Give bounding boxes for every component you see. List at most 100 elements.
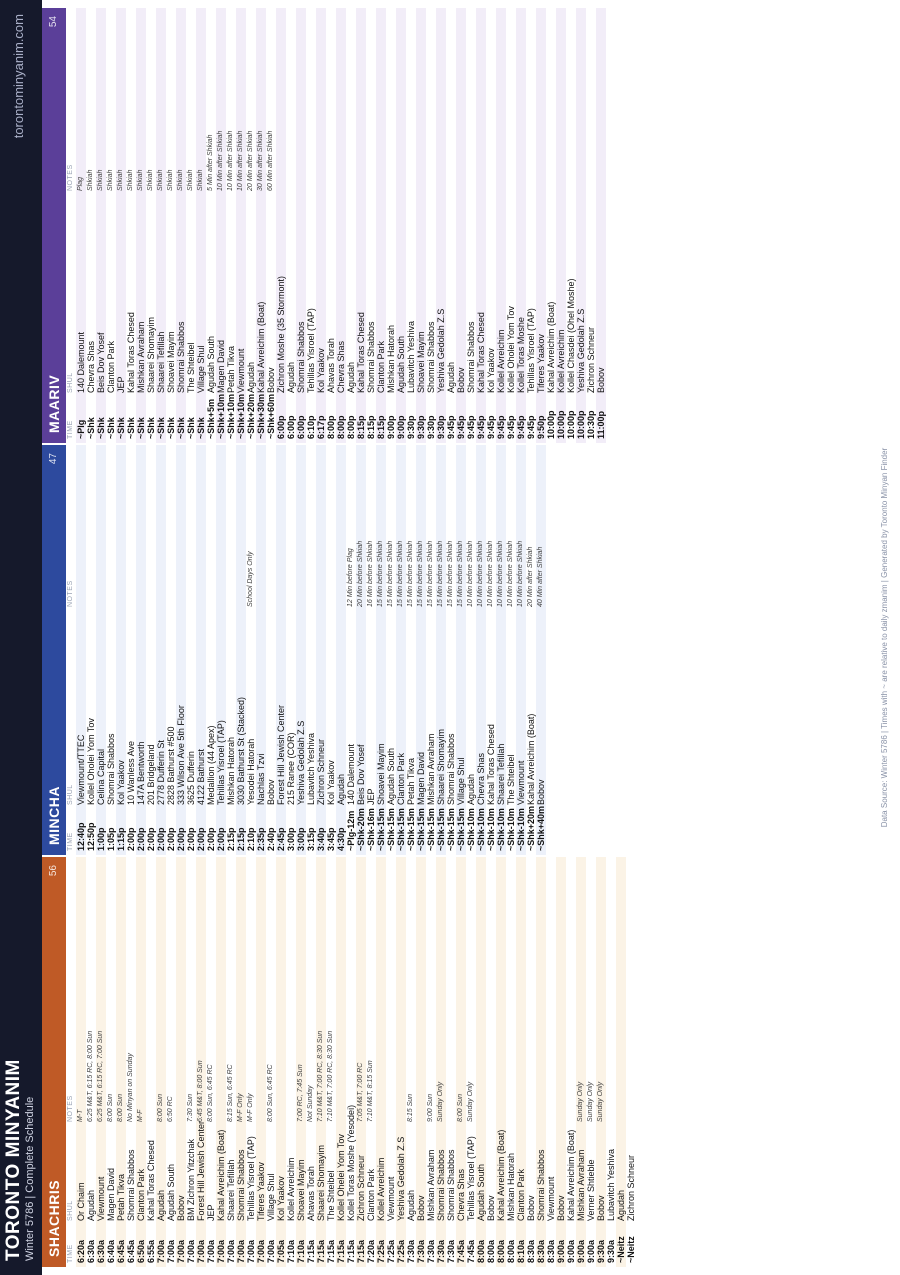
cell-shul: Kol Yaakov xyxy=(486,348,496,393)
cell-notes: 8:15 Sun xyxy=(407,1093,414,1122)
cell-time: 7:15a xyxy=(356,1239,366,1263)
cell-time: 7:10a xyxy=(296,1239,306,1263)
schedule-row: ~Shk Shoavei Mayim Shkiah xyxy=(166,8,176,443)
schedule-row: 9:30p Shomrai Shabbos xyxy=(426,8,436,443)
schedule-row: 8:30a Viewmount xyxy=(546,857,556,1267)
schedule-row: 7:00a Shaarei Tefillah 8:15 Sun, 6:45 RC xyxy=(226,857,236,1267)
cell-time: 8:00p xyxy=(346,415,356,439)
cell-time: 8:30a xyxy=(546,1239,556,1263)
cell-shul: Magen David xyxy=(106,1167,116,1221)
shachris-title: SHACHRIS xyxy=(46,1179,62,1257)
cell-time: ~Shk-10m xyxy=(466,808,476,851)
cell-shul: Chevra Shas xyxy=(336,340,346,393)
cell-time: ~Plg-12m xyxy=(346,810,356,851)
cell-time: 9:00a xyxy=(556,1239,566,1263)
cell-shul: Shaarei Tefillah xyxy=(156,331,166,393)
cell-shul: Lubavitch Yeshiva xyxy=(606,1148,616,1221)
cell-shul: Kahal Avreichim (Boat) xyxy=(216,1129,226,1221)
maariv-count: 54 xyxy=(48,16,59,28)
schedule-row: 3:15p Lubavitch Yeshiva xyxy=(306,445,316,855)
cell-shul: Agudah South xyxy=(476,1163,486,1221)
schedule-row: 9:30p Shoavei Mayim xyxy=(416,8,426,443)
cell-time: 7:00a xyxy=(266,1239,276,1263)
schedule-row: ~Shk Shomrai Shabbos Shkiah xyxy=(176,8,186,443)
cell-time: 8:00a xyxy=(476,1239,486,1263)
schedule-row: 8:30a Shomrai Shabbos xyxy=(536,857,546,1267)
mincha-column: MINCHA 47 TIME SHUL NOTES 12:40p Viewmoun… xyxy=(42,445,852,855)
cell-shul: 201 Bridgeland xyxy=(146,744,156,805)
cell-notes: Shkiah xyxy=(127,169,134,191)
shachris-header: SHACHRIS 56 xyxy=(42,857,66,1267)
cell-time: 4:30p xyxy=(336,827,346,851)
cell-shul: Kol Yaakov xyxy=(116,760,126,805)
schedule-row: 10:30p Zichron Schneur xyxy=(586,8,596,443)
cell-shul: Zichron Schneur xyxy=(626,1154,636,1221)
schedule-row: ~Shk JEP Shkiah xyxy=(116,8,126,443)
cell-time: 8:00a xyxy=(506,1239,516,1263)
cell-notes: 15 Min before Shkiah xyxy=(427,540,434,607)
schedule-row: 9:30a Bobov Sunday Only xyxy=(596,857,606,1267)
maariv-subheader: TIME SHUL NOTES xyxy=(66,8,76,443)
cell-notes: 7:30 Sun xyxy=(187,1093,194,1122)
cell-shul: Medallion (44 Apex) xyxy=(206,725,216,805)
cell-shul: Viewmount/TTEC xyxy=(76,734,86,805)
schedule-row: 9:45p Kollel Toras Moshe xyxy=(516,8,526,443)
schedule-row: 7:00a Agudah 8:00 Sun xyxy=(156,857,166,1267)
cell-shul: Kahal Avreichim (Boat) xyxy=(546,301,556,393)
schedule-row: 3:40p Zichron Schneur xyxy=(316,445,326,855)
cell-shul: Agudah xyxy=(286,361,296,393)
schedule-row: ~Shk-15m Clanton Park 15 Min before Shkiah xyxy=(396,445,406,855)
cell-time: 9:45p xyxy=(456,415,466,439)
schedule-row: 9:30p Yeshiva Gedolah Z.S xyxy=(436,8,446,443)
cell-time: ~Shk+20m xyxy=(246,393,256,439)
cell-time: ~Shk xyxy=(106,417,116,439)
cell-shul: Clanton Park xyxy=(366,1168,376,1221)
cell-time: 1:00p xyxy=(96,827,106,851)
cell-notes: 12 Min before Plag xyxy=(347,548,354,607)
schedule-row: 3:45p Kol Yaakov xyxy=(326,445,336,855)
cell-shul: Shomrai Shabbos xyxy=(296,321,306,393)
schedule-row: ~Shk Shaarei Shomayim Shkiah xyxy=(146,8,156,443)
schedule-row: 10:00p Kahal Avreichim (Boat) xyxy=(546,8,556,443)
cell-time: 8:15p xyxy=(356,415,366,439)
cell-time: 7:05a xyxy=(276,1239,286,1263)
schedule-row: 6:17p Kol Yaakov xyxy=(316,8,326,443)
cell-time: 7:00a xyxy=(256,1239,266,1263)
cell-shul: Petah Tikva xyxy=(116,1173,126,1221)
schedule-row: 9:45p Shomrai Shabbos xyxy=(466,8,476,443)
cell-shul: Verner Shtieble xyxy=(586,1159,596,1221)
cell-time: 7:00a xyxy=(246,1239,256,1263)
cell-shul: 140 Dalemount xyxy=(76,331,86,393)
cell-time: 6:55a xyxy=(146,1239,156,1263)
cell-shul: Viewmount xyxy=(546,1176,556,1221)
schedule-row: ~Neitz Agudah xyxy=(616,857,626,1267)
cell-shul: Yeshiva Gedolah Z.S xyxy=(576,308,586,393)
cell-notes: 15 Min before Shkiah xyxy=(397,540,404,607)
cell-notes: 10 Min before Shkiah xyxy=(497,540,504,607)
shachris-subheader: TIME SHUL NOTES xyxy=(66,857,76,1267)
cell-shul: Bobov xyxy=(266,367,276,393)
cell-shul: 147A Bentworth xyxy=(136,741,146,805)
cell-time: ~Shk+10m xyxy=(236,393,246,439)
schedule-row: 9:00a Bobov xyxy=(556,857,566,1267)
cell-notes: 20 Min after Shkiah xyxy=(247,130,254,191)
cell-shul: Bobov xyxy=(176,1195,186,1221)
schedule-row: 8:00p Chevra Shas xyxy=(336,8,346,443)
cell-shul: Viewmount xyxy=(386,1176,396,1221)
cell-time: 3:00p xyxy=(286,827,296,851)
cell-time: ~Shk xyxy=(186,417,196,439)
schedule-row: ~Shk Mishkan Avraham Shkiah xyxy=(136,8,146,443)
cell-time: ~Shk xyxy=(176,417,186,439)
cell-shul: Kahal Avreichim (Boat) xyxy=(526,713,536,805)
cell-shul: 3030 Bathurst St (Stacked) xyxy=(236,696,246,805)
schedule-row: ~Shk-15m Mishkan Avraham 15 Min before Shk… xyxy=(426,445,436,855)
cell-notes: Shkiah xyxy=(87,169,94,191)
schedule-row: 6:40a Magen David 8:00 Sun xyxy=(106,857,116,1267)
cell-shul: Agudah xyxy=(346,361,356,393)
cell-notes: M-T xyxy=(77,1109,84,1122)
cell-time: 7:30a xyxy=(416,1239,426,1263)
cell-shul: Forest Hill Jewish Center xyxy=(196,1120,206,1221)
cell-time: 2:00p xyxy=(146,827,156,851)
cell-time: ~Shk+20m xyxy=(526,805,536,851)
cell-time: 10:00p xyxy=(556,410,566,439)
